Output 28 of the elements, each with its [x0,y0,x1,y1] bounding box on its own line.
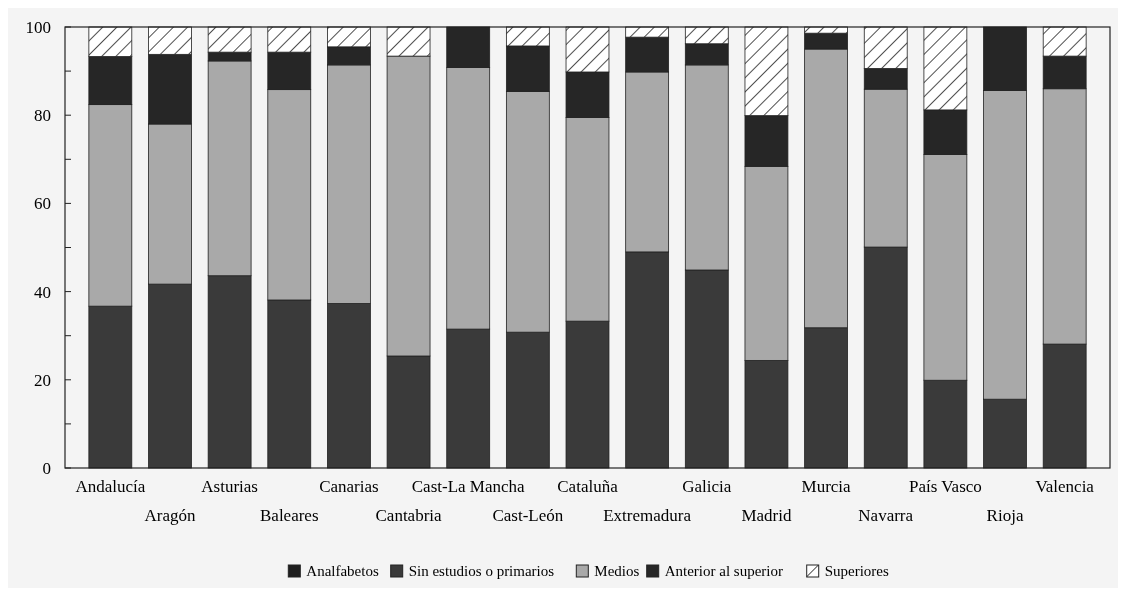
x-tick-label: Galicia [682,477,732,496]
x-tick-label: Madrid [741,506,792,525]
legend-label: Sin estudios o primarios [408,563,555,579]
y-tick-label: 40 [34,282,51,302]
x-tick-label: Cataluña [557,477,619,496]
legend-label: Analfabetos [306,563,379,579]
y-tick-label: 0 [42,458,51,478]
x-tick-label: Extremadura [603,506,692,525]
x-tick-label: Valencia [1035,477,1095,496]
x-tick-label: Aragón [144,506,196,525]
y-tick-label: 60 [34,194,51,214]
y-tick-label: 20 [34,370,51,390]
x-tick-label: Baleares [260,506,319,525]
x-tick-label: Andalucía [75,477,146,496]
x-tick-label: Rioja [986,506,1024,525]
x-tick-label: Asturias [201,477,258,496]
x-tick-label: País Vasco [908,477,982,496]
legend-label: Superiores [824,563,890,579]
legend-label: Medios [594,563,640,579]
y-tick-label: 80 [34,106,51,126]
x-tick-label: Canarias [319,477,379,496]
legend-label: Anterior al superior [664,563,783,579]
x-tick-label: Navarra [858,506,914,525]
x-tick-label: Cast-La Mancha [411,477,526,496]
x-tick-label: Murcia [801,477,852,496]
x-tick-label: Cantabria [375,506,443,525]
x-tick-label: Cast-León [492,506,564,525]
y-tick-label: 100 [25,17,51,37]
